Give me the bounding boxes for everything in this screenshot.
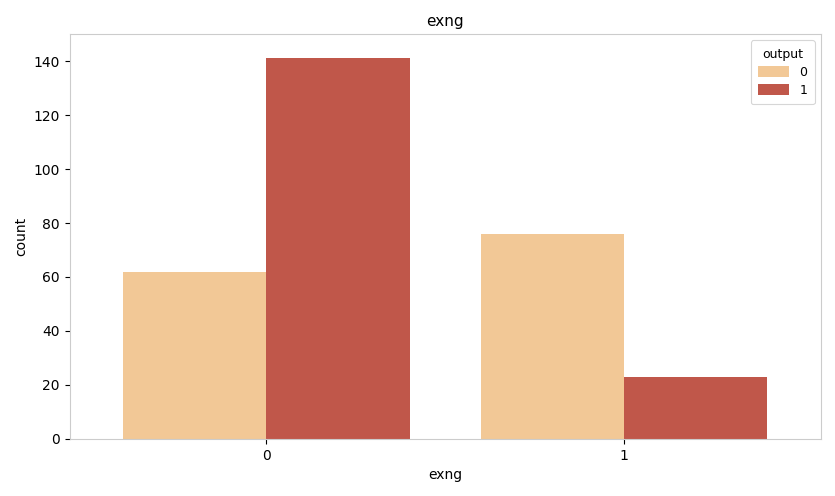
X-axis label: exng: exng [428,468,463,482]
Bar [625,377,767,439]
Y-axis label: count: count [14,217,28,256]
Title: exng: exng [427,14,464,29]
Legend: 0, 1: 0, 1 [751,41,815,105]
Bar [266,59,409,439]
Bar [481,234,625,439]
Bar [124,272,266,439]
